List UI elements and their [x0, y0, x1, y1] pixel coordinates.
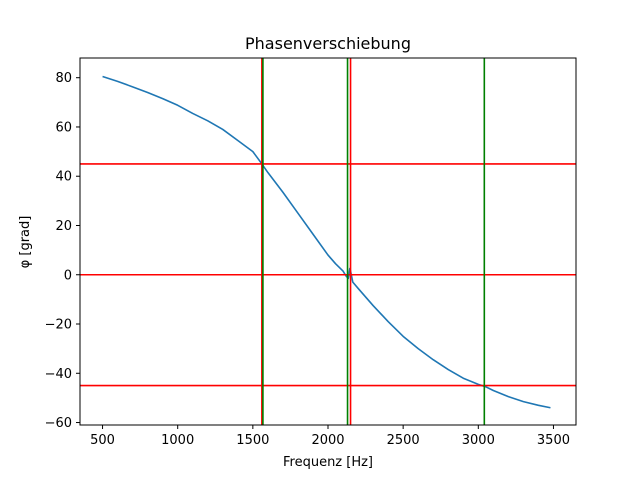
y-tick-label: 40	[55, 170, 72, 185]
x-axis-label: Frequenz [Hz]	[283, 455, 373, 470]
y-axis-label: φ [grad]	[18, 216, 33, 269]
y-tick-label: −40	[45, 367, 72, 382]
y-tick-label: 0	[64, 268, 72, 283]
y-tick-label: 20	[55, 219, 72, 234]
plot-area	[80, 58, 576, 425]
x-tick-label: 2000	[311, 433, 344, 448]
series-line-0	[102, 75, 551, 409]
x-tick-label: 1500	[236, 433, 269, 448]
x-tick-label: 2500	[387, 433, 420, 448]
axes: 500 1000 1500 2000 2500 3000 3500 −60 −40 −20 0 20 4…	[45, 57, 577, 448]
x-tick-label: 1000	[161, 433, 194, 448]
y-tick-label: −20	[45, 318, 72, 333]
y-tick-label: 80	[55, 71, 72, 86]
y-tick-label: 60	[55, 120, 72, 135]
x-tick-label: 500	[90, 433, 115, 448]
chart-title: Phasenverschiebung	[245, 34, 411, 53]
x-tick-label: 3000	[462, 433, 495, 448]
y-tick-label: −60	[45, 416, 72, 431]
x-tick-label: 3500	[537, 433, 570, 448]
